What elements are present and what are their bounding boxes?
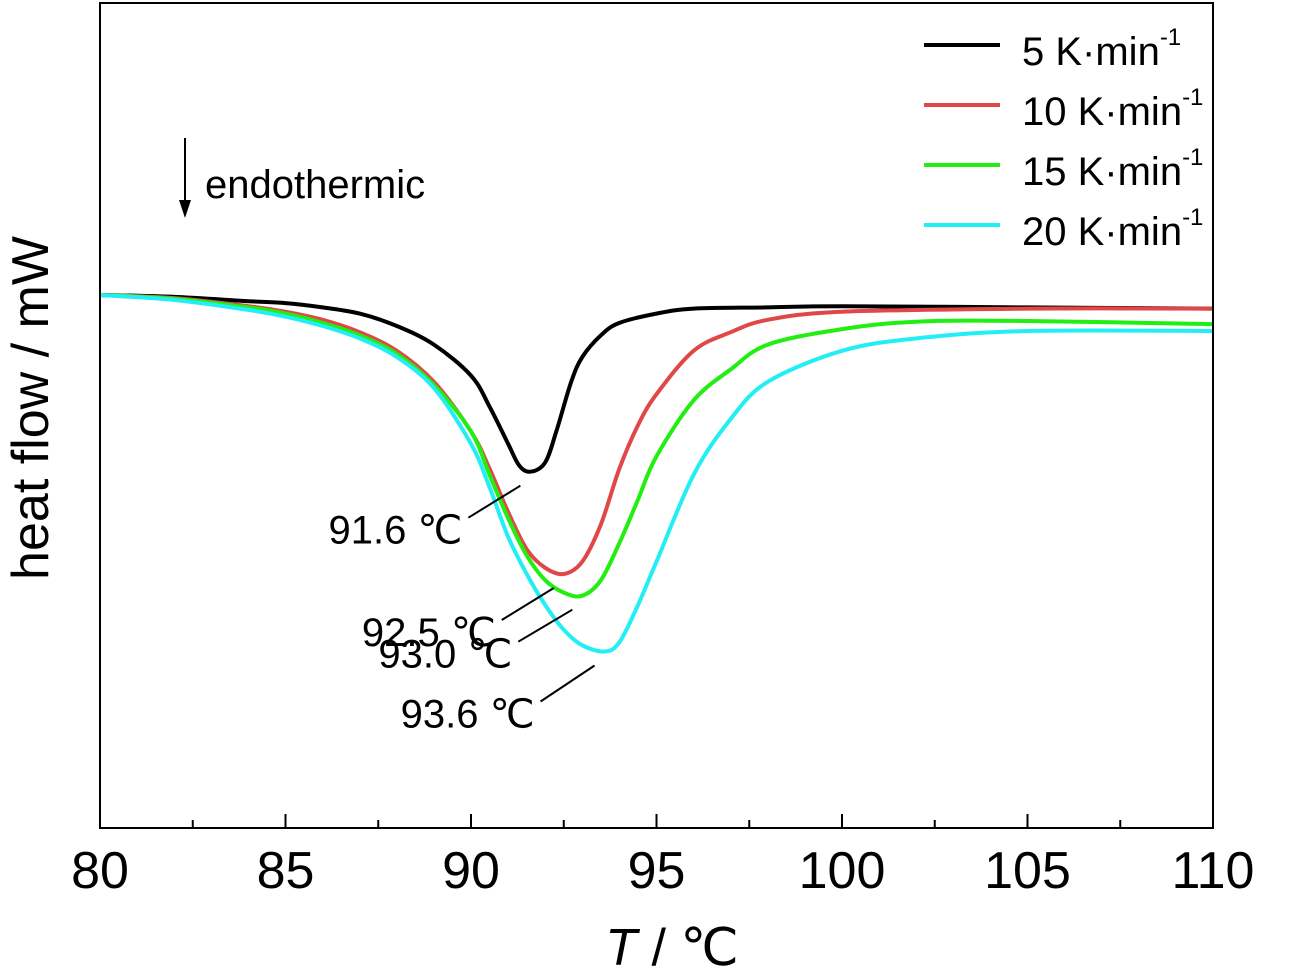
series-line-1 xyxy=(99,293,1214,474)
legend-label-4: 20 K·min-1 xyxy=(1022,204,1203,254)
x-tick-label: 105 xyxy=(984,842,1071,900)
endothermic-indicator: endothermic xyxy=(179,138,425,218)
legend-label-1: 5 K·min-1 xyxy=(1022,24,1181,74)
legend-label-3: 15 K·min-1 xyxy=(1022,144,1203,194)
series-line-4 xyxy=(99,293,1214,654)
annotation-leader-1 xyxy=(467,484,521,519)
peak-label-3: 93.0 ℃ xyxy=(378,633,512,677)
peak-label-1: 91.6 ℃ xyxy=(328,509,462,553)
peak-annotations: 91.6 ℃ 92.5 ℃93.0 ℃ 93.6 ℃ xyxy=(328,484,596,737)
x-axis-ticks xyxy=(99,814,1214,828)
x-tick-label: 95 xyxy=(628,842,686,900)
endothermic-label: endothermic xyxy=(205,163,425,207)
arrow-head-icon xyxy=(179,200,191,218)
series-curves xyxy=(99,293,1214,654)
x-tick-label: 110 xyxy=(1172,842,1255,900)
x-tick-label: 100 xyxy=(799,842,886,900)
legend-label-2: 10 K·min-1 xyxy=(1022,84,1203,134)
x-tick-label: 80 xyxy=(71,842,129,900)
x-axis-tick-labels: 80 85 90 95 100 105 110 xyxy=(71,842,1254,900)
series-line-2 xyxy=(99,293,1214,577)
annotation-leader-2 xyxy=(501,587,555,621)
y-axis-title: heat flow / mW xyxy=(2,236,60,580)
peak-label-2: 92.5 ℃ xyxy=(362,611,496,655)
peak-label-4: 93.6 ℃ xyxy=(401,693,535,737)
x-axis-title: T / ℃ xyxy=(605,919,739,974)
x-axis-title-symbol: T xyxy=(605,919,640,974)
annotation-leader-3 xyxy=(517,608,573,643)
x-axis-title-unit: / ℃ xyxy=(637,919,739,974)
x-tick-label: 90 xyxy=(442,842,500,900)
legend: 5 K·min-1 10 K·min-1 15 K·min-1 20 K·min-1 xyxy=(924,24,1203,254)
series-line-3 xyxy=(99,293,1214,599)
x-tick-label: 85 xyxy=(257,842,315,900)
annotation-leader-4 xyxy=(540,664,596,703)
